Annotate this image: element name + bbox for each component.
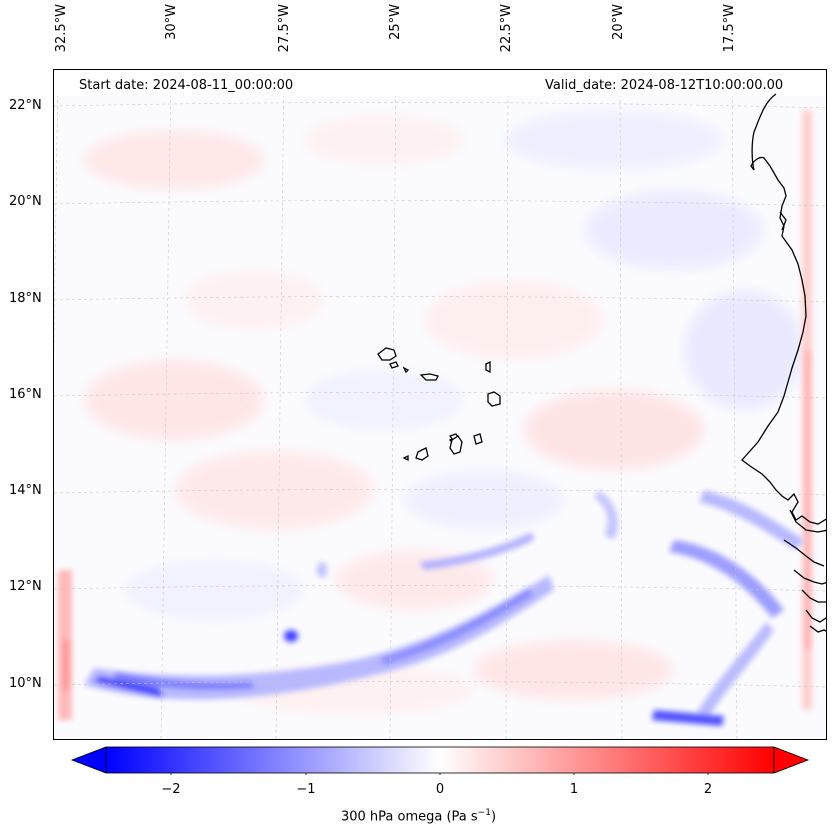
- colorbar-tick-marks: [170, 773, 709, 775]
- lon-label-32-5w: 32.5°W: [54, 4, 69, 53]
- colorbar-label-close: ): [490, 809, 497, 825]
- colorbar-tick-0: 0: [435, 782, 445, 797]
- gridlines: [54, 70, 826, 739]
- omega-field-map: [54, 70, 826, 739]
- colorbar-label-exponent: −1: [477, 808, 491, 818]
- colorbar-tick-minus-2: −2: [161, 782, 181, 797]
- map-panel: [53, 69, 827, 740]
- coastline: [741, 93, 826, 633]
- colorbar: [70, 746, 810, 775]
- valid-date-label: Valid_date: 2024-08-12T10:00:00.00: [545, 78, 784, 93]
- colorbar-max-extend-arrow: [773, 746, 810, 774]
- colorbar-tick-2: 2: [703, 782, 713, 797]
- lon-label-20w: 20°W: [611, 4, 626, 40]
- header-band: [54, 70, 826, 96]
- colorbar-label: 300 hPa omega (Pa s−1): [0, 808, 837, 824]
- start-date-label: Start date: 2024-08-11_00:00:00: [79, 78, 294, 93]
- colorbar-tick-minus-1: −1: [296, 782, 316, 797]
- lon-label-27-5w: 27.5°W: [277, 4, 292, 53]
- lat-label-12n: 12°N: [9, 579, 42, 594]
- lat-label-18n: 18°N: [9, 291, 42, 306]
- lat-label-14n: 14°N: [9, 483, 42, 498]
- lon-label-30w: 30°W: [164, 4, 179, 40]
- lon-label-17-5w: 17.5°W: [722, 4, 737, 53]
- lat-label-22n: 22°N: [9, 98, 42, 113]
- blue-convergence-band: [84, 532, 554, 700]
- colorbar-gradient: [105, 746, 775, 774]
- lat-label-10n: 10°N: [9, 676, 42, 691]
- colorbar-tick-1: 1: [569, 782, 579, 797]
- cape-verde-islands: [377, 347, 501, 462]
- lat-label-16n: 16°N: [9, 387, 42, 402]
- colorbar-label-text: 300 hPa omega (Pa s: [340, 809, 478, 825]
- omega-field-background: [84, 110, 804, 715]
- edge-bands: [58, 110, 812, 720]
- lat-label-20n: 20°N: [9, 194, 42, 209]
- blue-coastal-structures: [594, 490, 804, 726]
- lon-label-25w: 25°W: [388, 4, 403, 40]
- colorbar-min-extend-arrow: [70, 746, 107, 774]
- lon-label-22-5w: 22.5°W: [499, 4, 514, 53]
